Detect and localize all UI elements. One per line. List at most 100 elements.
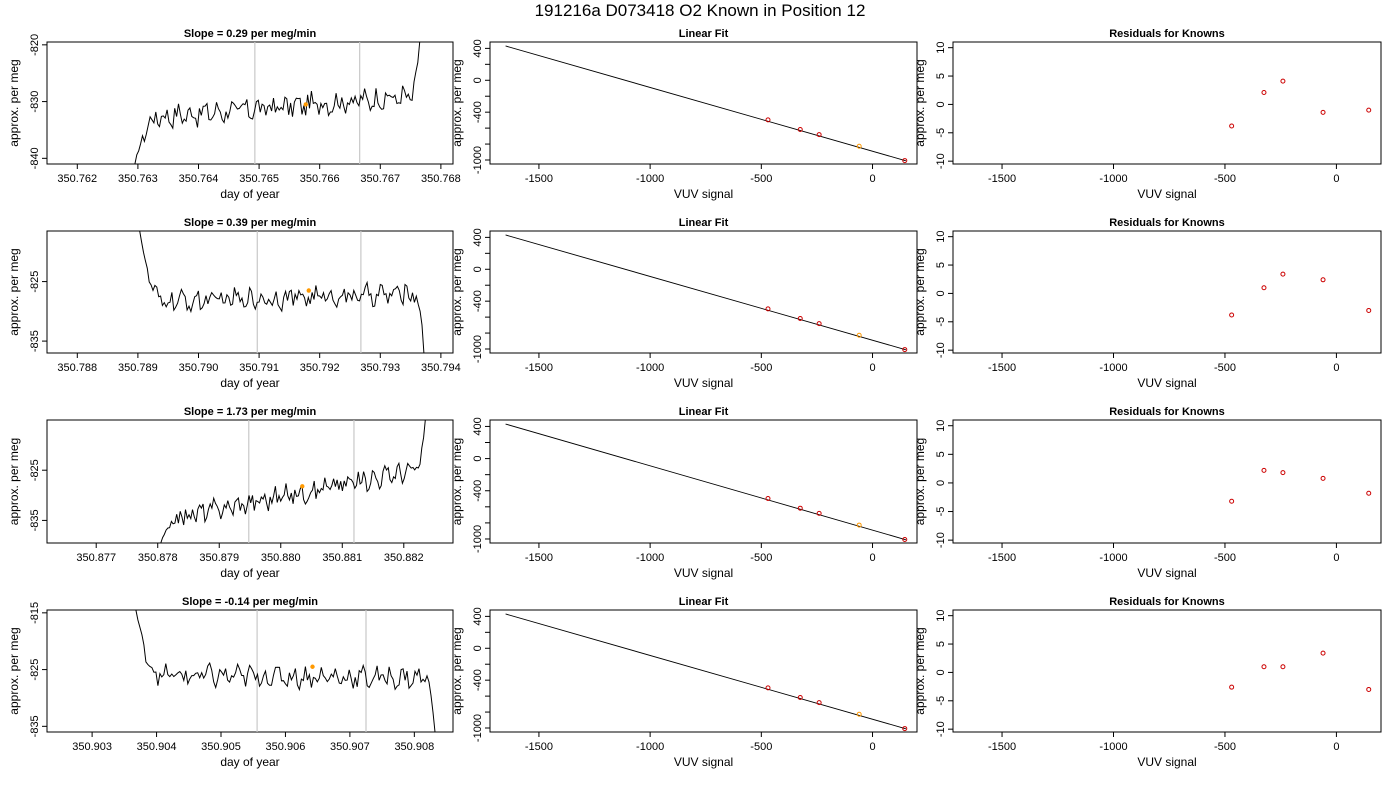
timeseries-marker: [303, 102, 308, 107]
x-tick-label: 0: [1333, 552, 1339, 564]
x-tick-label: -1000: [1099, 552, 1127, 564]
fit-point: [765, 685, 771, 691]
x-tick-label: 350.882: [384, 552, 424, 564]
fit-title: Linear Fit: [679, 28, 729, 40]
fit-point: [856, 522, 862, 528]
x-tick-label: 350.790: [179, 362, 219, 374]
residual-point: [1320, 475, 1326, 481]
residual-point: [1261, 90, 1267, 96]
fit-line: [505, 45, 907, 162]
x-tick-label: -1500: [525, 173, 553, 185]
residual-point: [1366, 307, 1372, 313]
x-tick-label: 350.791: [239, 362, 279, 374]
timeseries-frame: [46, 419, 454, 544]
fit-frame: [489, 609, 918, 733]
x-tick-label: -500: [750, 173, 772, 185]
x-tick-label: 350.788: [57, 362, 97, 374]
y-tick-label: -1000: [472, 525, 484, 553]
x-axis-label: day of year: [220, 755, 279, 769]
x-tick-label: -1000: [1099, 362, 1127, 374]
timeseries-title: Slope = 1.73 per meg/min: [184, 406, 317, 418]
timeseries-line: [135, 609, 436, 733]
fit-point: [816, 700, 822, 706]
timeseries-frame: [46, 41, 454, 165]
fit-frame: [489, 419, 918, 544]
x-tick-label: -1500: [988, 552, 1016, 564]
y-axis-label: approx. per meg: [7, 248, 21, 335]
y-tick-label: -400: [472, 290, 484, 312]
y-axis-label: approx. per meg: [913, 59, 927, 146]
residual-point: [1261, 467, 1267, 473]
y-tick-label: -825: [29, 659, 41, 681]
y-tick-label: -400: [472, 480, 484, 502]
residual-point: [1229, 498, 1235, 504]
y-axis-label: approx. per meg: [913, 248, 927, 335]
y-tick-label: 5: [935, 451, 947, 457]
x-tick-label: 350.908: [394, 741, 434, 753]
residual-point: [1261, 664, 1267, 670]
x-tick-label: 350.880: [261, 552, 301, 564]
y-tick-label: -825: [29, 271, 41, 293]
y-tick-label: -400: [472, 101, 484, 123]
y-tick-label: 5: [935, 641, 947, 647]
y-tick-label: 0: [472, 77, 484, 83]
fit-point: [797, 694, 803, 700]
x-tick-label: -500: [750, 552, 772, 564]
timeseries-marker: [310, 664, 315, 669]
y-tick-label: -835: [29, 330, 41, 352]
y-tick-label: -815: [29, 602, 41, 624]
x-tick-label: 350.907: [330, 741, 370, 753]
residuals-frame: [952, 41, 1382, 165]
residuals-title: Residuals for Knowns: [1109, 596, 1225, 608]
y-axis-label: approx. per meg: [7, 59, 21, 146]
fit-point: [856, 711, 862, 717]
timeseries-title: Slope = 0.29 per meg/min: [184, 28, 317, 40]
x-tick-label: -1500: [988, 741, 1016, 753]
x-tick-label: 350.767: [360, 173, 400, 185]
residual-point: [1366, 686, 1372, 692]
y-tick-label: -5: [935, 696, 947, 706]
residual-point: [1261, 285, 1267, 291]
x-axis-label: VUV signal: [674, 187, 733, 201]
y-axis-label: approx. per meg: [7, 627, 21, 714]
y-tick-label: 10: [935, 42, 947, 54]
x-tick-label: 350.879: [199, 552, 239, 564]
timeseries-frame: [46, 609, 454, 733]
x-tick-label: -1500: [988, 173, 1016, 185]
y-axis-label: approx. per meg: [450, 248, 464, 335]
y-tick-label: 0: [935, 669, 947, 675]
y-tick-label: -830: [29, 91, 41, 113]
figure-title: 191216a D073418 O2 Known in Position 12: [534, 1, 866, 20]
fit-point: [765, 496, 771, 502]
y-tick-label: 400: [472, 228, 484, 246]
x-tick-label: 350.789: [118, 362, 158, 374]
x-axis-label: VUV signal: [1137, 376, 1196, 390]
timeseries-marker: [306, 288, 311, 293]
y-tick-label: 10: [935, 610, 947, 622]
x-tick-label: 350.793: [360, 362, 400, 374]
y-tick-label: 0: [472, 645, 484, 651]
residuals-title: Residuals for Knowns: [1109, 406, 1225, 418]
x-tick-label: -1500: [988, 362, 1016, 374]
y-tick-label: -10: [935, 153, 947, 169]
x-tick-label: 0: [869, 741, 875, 753]
residual-point: [1366, 107, 1372, 113]
x-tick-label: 350.766: [300, 173, 340, 185]
x-tick-label: 350.881: [322, 552, 362, 564]
y-tick-label: -835: [29, 715, 41, 737]
y-tick-label: 5: [935, 73, 947, 79]
x-axis-label: day of year: [220, 187, 279, 201]
x-tick-label: -500: [1214, 173, 1236, 185]
y-tick-label: 0: [935, 101, 947, 107]
timeseries-marker: [300, 484, 305, 489]
x-tick-label: 350.906: [266, 741, 306, 753]
fit-point: [856, 143, 862, 149]
timeseries-line: [134, 41, 421, 165]
x-tick-label: 350.763: [118, 173, 158, 185]
x-tick-label: 350.765: [239, 173, 279, 185]
x-tick-label: 0: [1333, 173, 1339, 185]
y-tick-label: 400: [472, 607, 484, 625]
x-tick-label: -500: [750, 741, 772, 753]
y-axis-label: approx. per meg: [450, 59, 464, 146]
